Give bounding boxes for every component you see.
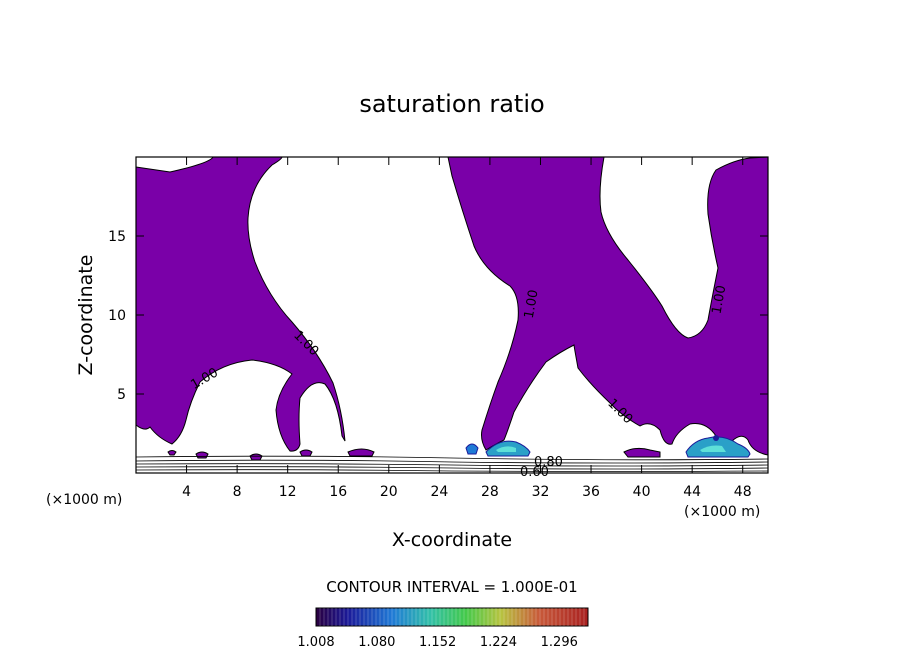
- region-patch-6: [167, 450, 177, 456]
- x-unit-right: (×1000 m): [684, 504, 760, 520]
- colorbar-tick-labels: 1.008 1.080 1.152 1.224 1.296: [297, 635, 577, 650]
- x-tick-label: 4: [182, 484, 191, 500]
- x-tick-label: 16: [329, 484, 347, 500]
- colorbar-gradient: [315, 607, 589, 627]
- y-ticks: 5 10 15: [108, 229, 768, 403]
- contour-interval-text: CONTOUR INTERVAL = 1.000E-01: [326, 578, 577, 596]
- x-tick-label: 8: [233, 484, 242, 500]
- colorbar-tick-label: 1.080: [358, 635, 395, 650]
- region-center-plume: [447, 157, 768, 456]
- colorbar: 1.008 1.080 1.152 1.224 1.296: [297, 607, 589, 650]
- x-tick-label: 24: [430, 484, 448, 500]
- x-ticks: 4 8 12 16 20 24 28 32 36 40 44 48: [182, 157, 752, 500]
- region-left-plume: [136, 157, 346, 452]
- y-axis-label: Z-coordinate: [75, 255, 97, 376]
- region-patch-5: [623, 447, 661, 458]
- region-high-center-core: [496, 446, 516, 452]
- contour-fills: [136, 157, 768, 472]
- x-tick-label: 36: [582, 484, 600, 500]
- x-tick-label: 20: [380, 484, 398, 500]
- region-high-right-core: [700, 445, 726, 452]
- y-tick-label: 5: [117, 387, 126, 403]
- x-unit-left: (×1000 m): [46, 492, 122, 508]
- contour-label: 0.60: [520, 465, 549, 480]
- region-high-left: [465, 443, 479, 455]
- colorbar-tick-label: 1.008: [297, 635, 334, 650]
- colorbar-tick-label: 1.296: [541, 635, 578, 650]
- contour-label: 1.00: [522, 289, 542, 320]
- contour-label: 1.00: [710, 284, 730, 315]
- colorbar-tick-label: 1.224: [480, 635, 517, 650]
- x-tick-label: 32: [532, 484, 550, 500]
- region-patch-1: [347, 448, 375, 457]
- y-tick-label: 15: [108, 229, 126, 245]
- region-patch-2: [299, 449, 313, 457]
- x-tick-label: 40: [633, 484, 651, 500]
- region-patch-4: [195, 451, 209, 459]
- x-axis-label: X-coordinate: [392, 529, 512, 551]
- contour-label: 0.80: [534, 455, 563, 470]
- surface-contour-lines: [136, 455, 768, 472]
- x-tick-label: 48: [734, 484, 752, 500]
- region-patch-3: [249, 453, 263, 461]
- colorbar-stripes: [319, 608, 585, 626]
- region-high-right-dot: [713, 435, 719, 441]
- chart-title: saturation ratio: [359, 90, 544, 118]
- y-tick-label: 10: [108, 308, 126, 324]
- x-tick-label: 44: [683, 484, 701, 500]
- x-tick-label: 12: [279, 484, 297, 500]
- x-tick-label: 28: [481, 484, 499, 500]
- colorbar-tick-label: 1.152: [419, 635, 456, 650]
